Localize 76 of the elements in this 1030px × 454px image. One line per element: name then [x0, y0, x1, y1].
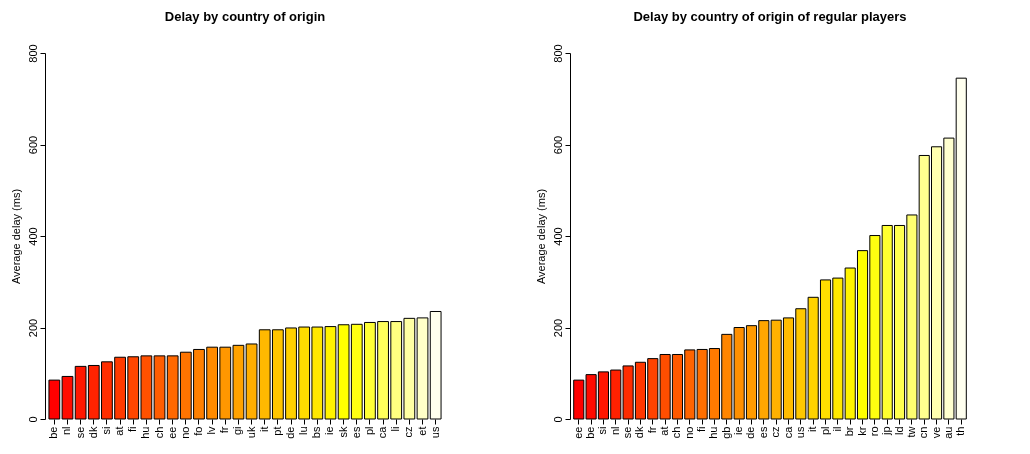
x-tick-label: gb [719, 426, 732, 439]
x-tick-label: ee [571, 426, 584, 439]
x-tick-label: th [954, 426, 967, 436]
x-tick-label: sk [336, 426, 349, 438]
chart-title: Delay by country of origin [164, 8, 326, 24]
x-tick-label: cn [917, 426, 930, 439]
x-tick-label: fi [695, 426, 708, 432]
x-tick-label: es [756, 426, 769, 439]
y-tick-label: 200 [551, 318, 564, 338]
x-tick-label: de [744, 426, 757, 439]
x-tick-label: ro [867, 426, 880, 437]
x-tick-label: li [389, 426, 402, 432]
x-tick-label: ca [781, 425, 794, 439]
x-tick-label: il [830, 426, 843, 432]
x-tick-label: et [415, 426, 428, 436]
x-tick-label: se [73, 426, 86, 439]
x-tick-label: gi [231, 426, 244, 436]
y-tick-label: 800 [26, 44, 39, 63]
x-tick-label: dk [633, 426, 646, 439]
x-tick-label: ie [732, 426, 745, 436]
x-tick-label: br [843, 426, 856, 437]
x-tick-label: ld [892, 426, 905, 436]
y-tick-label: 400 [26, 227, 39, 246]
x-tick-label: fo [191, 426, 204, 436]
x-tick-label: hu [707, 426, 720, 439]
x-tick-label: jp [880, 426, 893, 437]
x-tick-label: it [806, 426, 819, 432]
x-tick-label: ie [323, 426, 336, 436]
x-tick-label: au [941, 426, 954, 439]
y-tick-label: 0 [551, 416, 564, 423]
x-tick-label: si [99, 426, 112, 435]
x-tick-label: de [284, 426, 297, 439]
x-tick-label: ve [929, 426, 942, 439]
x-tick-label: pt [270, 426, 283, 436]
x-tick-label: pl [362, 426, 375, 436]
x-tick-label: cz [769, 426, 782, 438]
y-tick-label: 800 [551, 44, 564, 63]
x-tick-label: no [682, 426, 695, 439]
x-tick-label: nl [60, 426, 73, 436]
x-tick-label: tw [904, 426, 917, 438]
x-tick-label: us [793, 426, 806, 439]
x-tick-label: pl [818, 426, 831, 436]
x-tick-label: lu [297, 426, 310, 436]
x-tick-label: us [428, 426, 441, 439]
y-tick-label: 200 [26, 318, 39, 338]
x-tick-label: ee [165, 426, 178, 439]
y-tick-label: 600 [26, 135, 39, 155]
x-tick-label: it [257, 426, 270, 432]
x-tick-label: se [621, 426, 634, 439]
x-tick-label: lv [205, 426, 218, 435]
x-tick-label: fi [126, 426, 139, 432]
x-tick-label: fr [218, 426, 231, 434]
chart-title: Delay by country of origin of regular players [633, 8, 907, 24]
x-tick-label: ch [152, 426, 165, 439]
x-tick-label: ca [376, 425, 389, 439]
y-tick-label: 0 [26, 416, 39, 423]
x-tick-label: at [113, 426, 126, 436]
x-tick-label: dk [86, 426, 99, 439]
x-tick-label: kr [855, 426, 868, 436]
x-tick-label: no [178, 426, 191, 439]
x-tick-label: hu [139, 426, 152, 439]
x-tick-label: nl [608, 426, 621, 436]
x-tick-label: be [584, 426, 597, 439]
x-tick-label: es [349, 426, 362, 439]
x-tick-label: at [658, 426, 671, 436]
y-tick-label: 400 [551, 227, 564, 246]
x-tick-label: cz [402, 426, 415, 438]
y-axis-title: Average delay (ms) [9, 188, 22, 285]
x-tick-label: bs [310, 426, 323, 439]
x-tick-label: uk [244, 426, 257, 439]
y-tick-label: 600 [551, 135, 564, 155]
x-tick-label: fr [645, 426, 658, 434]
x-tick-label: si [596, 426, 609, 435]
y-axis-title: Average delay (ms) [534, 188, 547, 285]
x-tick-label: be [47, 426, 60, 439]
x-tick-label: ch [670, 426, 683, 439]
